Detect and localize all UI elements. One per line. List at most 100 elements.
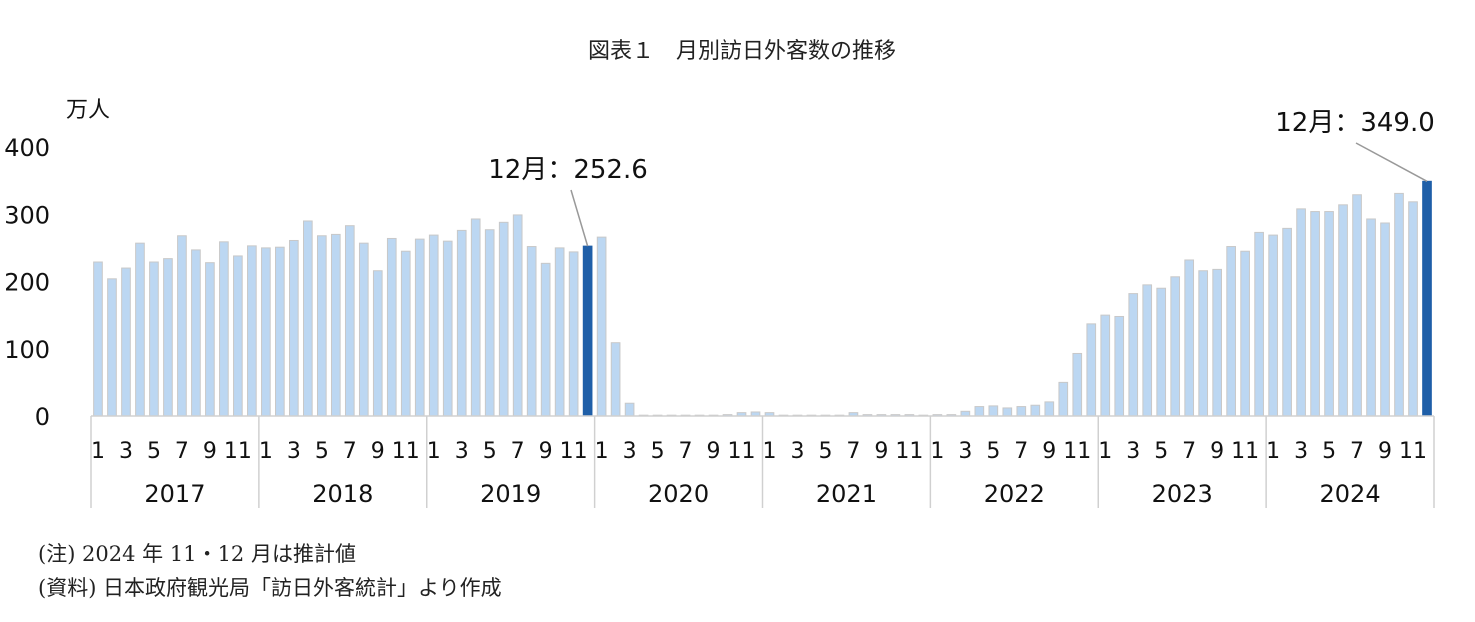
- bar: [1338, 204, 1348, 417]
- month-tick-label: 5: [315, 439, 329, 464]
- bar: [1226, 246, 1236, 417]
- y-tick-label: 0: [35, 403, 50, 431]
- bar: [498, 221, 509, 417]
- x-axis-month-ticks: 1 3 5 7 9 11 1 3 5 7 9 11 1 3 5 7 9 11 1 3 5 7 9 11 1 3 5 7 9 11 1 3 5 7 9…: [91, 439, 1427, 464]
- bar-series: [93, 180, 1432, 417]
- footnote-source: (資料) 日本政府観光局「訪日外客統計」より作成: [38, 576, 502, 600]
- bar: [512, 214, 523, 417]
- bar: [400, 250, 411, 417]
- month-tick-label: 3: [623, 439, 637, 464]
- month-tick-label: 5: [147, 439, 161, 464]
- month-tick-label: 9: [371, 439, 385, 464]
- month-tick-label: 1: [930, 439, 944, 464]
- y-tick-label: 200: [4, 269, 50, 297]
- bar: [107, 278, 117, 417]
- bar: [1310, 211, 1320, 417]
- bar: [1072, 352, 1083, 417]
- bar: [484, 229, 495, 417]
- bar: [289, 239, 299, 417]
- bar: [1212, 268, 1222, 417]
- annotation-leader-line: [1355, 142, 1428, 182]
- month-tick-label: 3: [1294, 439, 1308, 464]
- bar: [1408, 201, 1418, 417]
- year-label: 2024: [1320, 480, 1381, 508]
- bar: [1352, 194, 1362, 417]
- bar: [1128, 293, 1139, 417]
- month-tick-label: 5: [986, 439, 1000, 464]
- bar: [135, 242, 145, 417]
- bar: [1324, 211, 1334, 417]
- month-tick-label: 1: [259, 439, 273, 464]
- month-tick-label: 11: [224, 439, 252, 464]
- bar: [386, 237, 397, 417]
- month-tick-label: 7: [679, 439, 693, 464]
- footnote-estimate: (注) 2024 年 11・12 月は推計値: [38, 542, 356, 566]
- month-tick-label: 3: [958, 439, 972, 464]
- bar: [344, 225, 355, 417]
- bar: [428, 234, 439, 417]
- bar: [568, 251, 579, 417]
- month-tick-label: 5: [818, 439, 832, 464]
- month-tick-label: 9: [707, 439, 721, 464]
- bar: [303, 220, 313, 417]
- highlighted-bar: [1422, 180, 1432, 417]
- bar: [470, 218, 481, 417]
- month-tick-label: 1: [1266, 439, 1280, 464]
- bar: [1156, 287, 1167, 417]
- bar: [610, 342, 621, 417]
- year-label: 2022: [984, 480, 1045, 508]
- month-tick-label: 9: [1378, 439, 1392, 464]
- bar: [1254, 231, 1264, 417]
- y-tick-label: 300: [4, 201, 50, 229]
- bar: [330, 233, 341, 417]
- bar-annotations: 12月：252.6 12月：349.0: [488, 108, 1435, 247]
- month-tick-label: 7: [511, 439, 525, 464]
- month-tick-label: 7: [343, 439, 357, 464]
- bar: [1198, 270, 1209, 417]
- bar: [1142, 284, 1153, 417]
- month-tick-label: 11: [1399, 439, 1427, 464]
- annotation-label: 12月：252.6: [488, 155, 648, 185]
- month-tick-label: 5: [1154, 439, 1168, 464]
- bar: [456, 229, 467, 417]
- bar: [1044, 401, 1055, 417]
- bar: [1170, 276, 1181, 417]
- month-tick-label: 7: [175, 439, 189, 464]
- month-tick-label: 1: [427, 439, 441, 464]
- bar: [372, 270, 383, 417]
- bar: [358, 242, 369, 417]
- bar: [540, 262, 551, 417]
- bar: [205, 262, 215, 417]
- year-label: 2017: [144, 480, 205, 508]
- bar: [261, 247, 271, 417]
- bar: [1016, 406, 1027, 417]
- bar: [93, 261, 103, 417]
- month-tick-label: 11: [1231, 439, 1259, 464]
- bar: [1114, 315, 1125, 417]
- year-label: 2023: [1152, 480, 1213, 508]
- bar: [414, 238, 425, 417]
- month-tick-label: 11: [895, 439, 923, 464]
- bar: [1100, 314, 1111, 417]
- month-tick-label: 11: [728, 439, 756, 464]
- month-tick-label: 9: [539, 439, 553, 464]
- month-tick-label: 11: [560, 439, 588, 464]
- bar: [1296, 208, 1306, 417]
- bar: [177, 235, 187, 417]
- chart-title: 図表１ 月別訪日外客数の推移: [588, 39, 896, 64]
- month-tick-label: 7: [1350, 439, 1364, 464]
- bar: [1366, 218, 1376, 417]
- month-tick-label: 3: [1126, 439, 1140, 464]
- highlighted-bar: [582, 245, 593, 417]
- bar: [233, 255, 243, 417]
- month-tick-label: 9: [1210, 439, 1224, 464]
- month-tick-label: 7: [1182, 439, 1196, 464]
- y-tick-label: 400: [4, 134, 50, 162]
- y-tick-label: 100: [4, 336, 50, 364]
- bar: [526, 246, 537, 417]
- month-tick-label: 5: [651, 439, 665, 464]
- month-tick-label: 5: [1322, 439, 1336, 464]
- annotation-label: 12月：349.0: [1275, 108, 1435, 138]
- bar: [149, 261, 159, 417]
